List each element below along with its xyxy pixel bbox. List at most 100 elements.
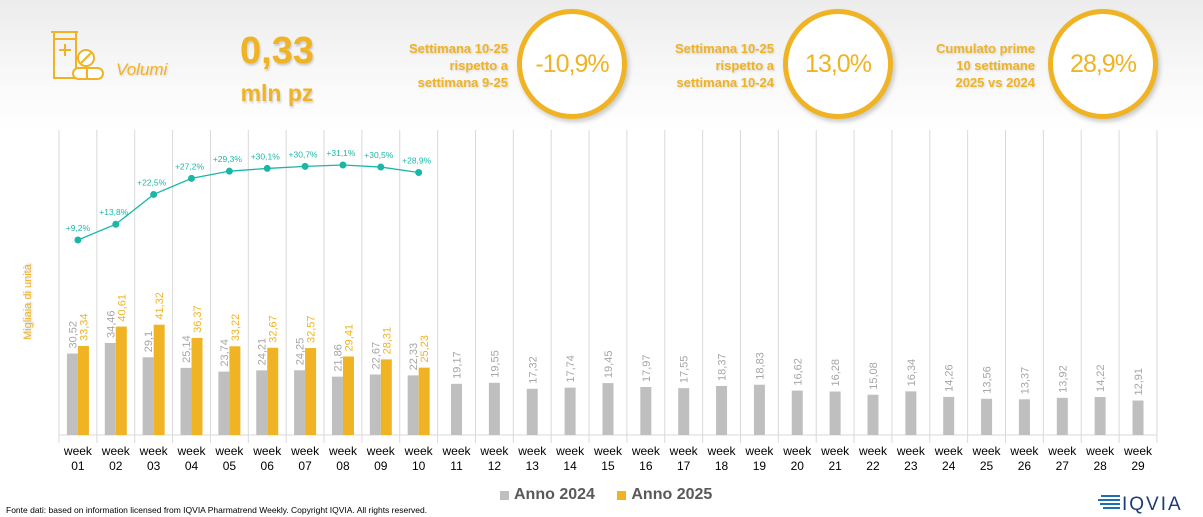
data-label-2025: 33,34 [78, 313, 90, 341]
bar-2024 [867, 394, 879, 435]
bar-2025 [77, 345, 89, 435]
data-label-2024: 25,14 [181, 335, 193, 363]
bar-2024 [753, 384, 765, 435]
bar-2024 [451, 383, 463, 435]
bar-2024 [1056, 397, 1068, 435]
bar-2024 [791, 390, 803, 435]
x-tick-label: week [479, 444, 509, 458]
growth-point [74, 236, 82, 244]
bar-2025 [342, 356, 354, 435]
growth-label: +28,9% [402, 156, 432, 166]
x-tick-label: 27 [1056, 459, 1070, 473]
growth-point [188, 174, 196, 182]
bar-2024 [331, 376, 343, 435]
x-tick-label: week [896, 444, 926, 458]
comparison-circle-week-vs-last-year: 13,0% [783, 9, 893, 119]
x-tick-label: 01 [71, 459, 85, 473]
x-tick-label: 10 [412, 459, 426, 473]
bar-2024 [943, 396, 955, 435]
comparison-line: Settimana 10-25 [675, 41, 774, 56]
data-label-2024: 13,92 [1057, 365, 1069, 393]
data-label-2024: 18,37 [717, 353, 729, 381]
bar-2024 [640, 387, 652, 435]
comparison-line: settimana 9-25 [417, 75, 508, 90]
x-tick-label: week [366, 444, 396, 458]
comparison-circle-week-vs-prev-week: -10,9% [517, 9, 627, 119]
x-tick-label: 03 [147, 459, 161, 473]
growth-point [225, 167, 233, 175]
data-label-2025: 40,61 [116, 294, 128, 322]
comparison-line: Settimana 10-25 [409, 41, 508, 56]
iqvia-logo: IQVIA [1098, 494, 1183, 514]
growth-label: +9,2% [66, 223, 91, 233]
bar-2024 [218, 371, 230, 435]
x-tick-label: week [593, 444, 623, 458]
data-label-2024: 15,08 [868, 362, 880, 390]
legend-label-2025: Anno 2025 [631, 486, 713, 503]
data-label-2024: 14,26 [944, 364, 956, 392]
x-tick-label: 13 [526, 459, 540, 473]
bar-2024 [526, 388, 538, 435]
x-tick-label: week [631, 444, 661, 458]
growth-point [263, 164, 271, 172]
comparison-label-week-vs-last-year: Settimana 10-25 rispetto a settimana 10-… [634, 40, 774, 91]
bar-2024 [716, 385, 728, 435]
data-label-2024: 19,45 [603, 351, 615, 379]
kpi-label: Volumi [116, 60, 168, 79]
x-tick-label: week [934, 444, 964, 458]
x-tick-label: week [328, 444, 358, 458]
growth-label: +31,1% [326, 148, 356, 158]
legend-swatch-2024 [500, 490, 509, 500]
data-label-2024: 23,74 [219, 339, 231, 367]
x-tick-label: week [1085, 444, 1115, 458]
bar-2025 [267, 347, 279, 435]
bar-2024 [829, 391, 841, 435]
x-tick-label: 21 [828, 459, 842, 473]
bar-2025 [115, 326, 127, 435]
bar-2025 [418, 367, 430, 435]
x-tick-label: week [555, 444, 585, 458]
comparison-line: Cumulato prime [936, 41, 1035, 56]
x-tick-label: 23 [904, 459, 918, 473]
bar-2025 [153, 324, 165, 435]
bar-2024 [407, 375, 419, 435]
y-axis-title: Migliaia di unità [22, 264, 34, 340]
bar-2024 [369, 374, 381, 435]
x-tick-label: 22 [866, 459, 880, 473]
bar-2024 [1018, 399, 1030, 435]
comparison-circle-cumulative: 28,9% [1048, 9, 1158, 119]
x-tick-label: week [101, 444, 131, 458]
data-label-2024: 13,56 [982, 366, 994, 394]
x-tick-label: week [442, 444, 472, 458]
bar-2024 [488, 382, 500, 435]
data-label-2024: 16,62 [792, 358, 804, 386]
x-tick-label: 09 [374, 459, 388, 473]
x-tick-label: week [290, 444, 320, 458]
data-label-2024: 19,17 [452, 351, 464, 379]
bar-2025 [380, 359, 392, 435]
kpi-value: 0,33 [240, 30, 314, 72]
x-tick-label: 19 [753, 459, 767, 473]
x-tick-label: 15 [601, 459, 615, 473]
cumulative-growth-line [77, 164, 419, 241]
x-tick-label: week [744, 444, 774, 458]
data-label-2024: 17,74 [565, 355, 577, 383]
bar-2024 [602, 383, 614, 435]
data-label-2024: 16,28 [830, 359, 842, 387]
data-source-note: Fonte dati: based on information license… [6, 505, 428, 515]
comparison-line: rispetto a [715, 58, 774, 73]
growth-point [377, 163, 385, 171]
growth-label: +30,5% [364, 150, 394, 160]
x-tick-label: week [214, 444, 244, 458]
growth-label: +22,5% [137, 177, 167, 187]
bar-2024 [678, 388, 690, 435]
x-tick-label: week [669, 444, 699, 458]
data-label-2024: 18,83 [754, 352, 766, 380]
x-tick-label: 26 [1018, 459, 1032, 473]
x-tick-label: week [858, 444, 888, 458]
x-tick-label: week [782, 444, 812, 458]
x-tick-label: 25 [980, 459, 994, 473]
iqvia-logo-text: IQVIA [1122, 494, 1183, 514]
data-label-2024: 14,22 [1095, 365, 1107, 393]
data-label-2024: 16,34 [906, 359, 918, 387]
